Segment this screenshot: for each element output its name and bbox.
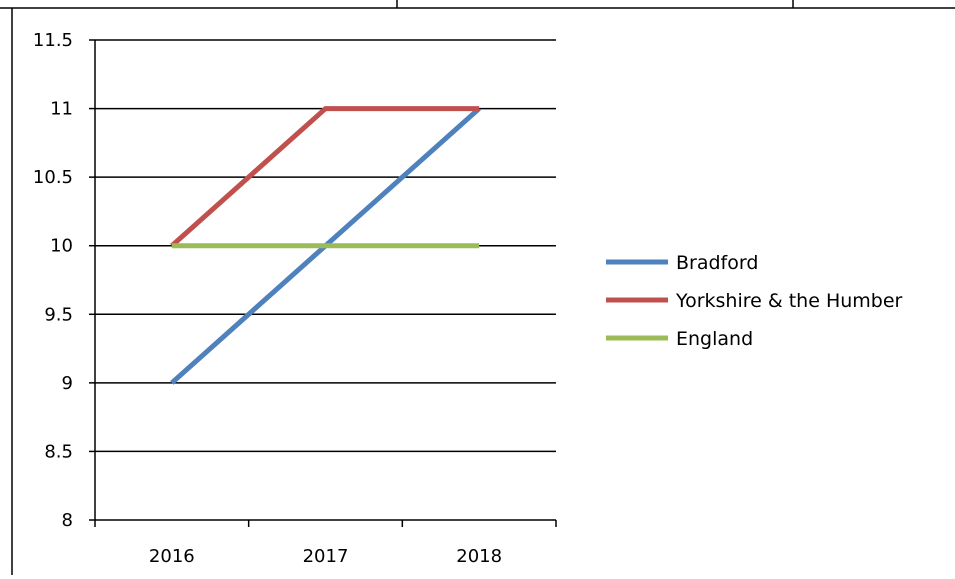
series-line-yorkshire-the-humber [170, 106, 480, 248]
y-tick-label: 8.5 [44, 441, 73, 462]
y-tick-label: 9 [62, 373, 73, 394]
y-tick-label: 11.5 [33, 30, 73, 51]
axes [89, 39, 557, 527]
y-tick-label: 10.5 [33, 167, 73, 188]
x-tick-labels: 2016 2017 2018 [149, 546, 502, 567]
x-tick-label: 2016 [149, 546, 195, 567]
legend-label: Bradford [676, 252, 758, 274]
y-tick-label: 11 [50, 99, 73, 120]
legend-label: Yorkshire & the Humber [675, 290, 903, 312]
x-tick-label: 2018 [456, 546, 502, 567]
series-lines [170, 106, 481, 385]
y-tick-label: 8 [62, 510, 73, 531]
legend-label: England [676, 328, 753, 350]
legend: Bradford Yorkshire & the Humber England [606, 252, 903, 350]
y-tick-label: 9.5 [44, 304, 73, 325]
y-tick-label: 10 [50, 236, 73, 257]
y-tick-labels: 8 8.5 9 9.5 10 10.5 11 11.5 [33, 30, 73, 531]
x-tick-label: 2017 [303, 546, 349, 567]
